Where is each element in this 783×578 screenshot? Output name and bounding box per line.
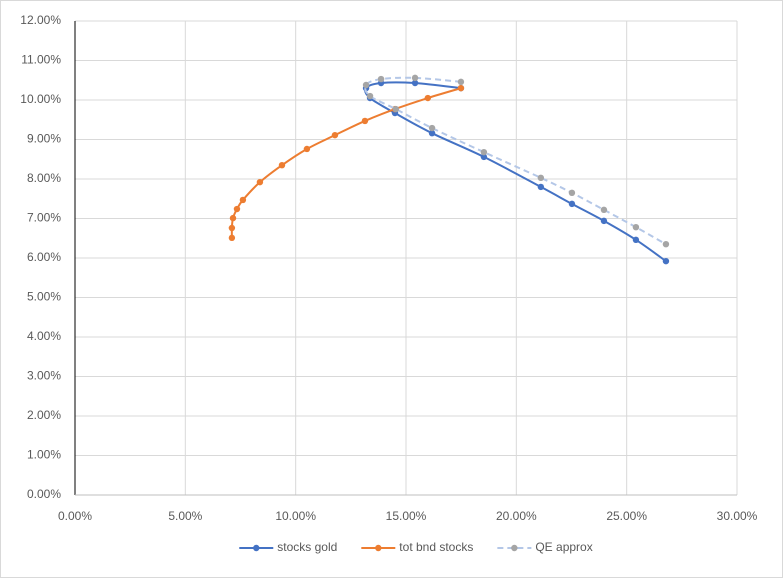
legend: stocks gold tot bnd stocks QE approx	[239, 540, 593, 554]
data-point	[457, 84, 465, 92]
y-tick-label: 12.00%	[20, 13, 61, 27]
data-point	[537, 183, 545, 191]
legend-label: tot bnd stocks	[399, 540, 473, 554]
data-point	[256, 178, 264, 186]
data-point	[278, 161, 286, 169]
data-point	[632, 236, 640, 244]
legend-swatch-marker	[511, 544, 518, 552]
data-point	[377, 75, 385, 83]
x-tick-label: 20.00%	[496, 509, 537, 523]
x-tick-label: 0.00%	[58, 509, 92, 523]
x-tick-label: 10.00%	[275, 509, 316, 523]
data-point	[632, 223, 640, 231]
legend-item: tot bnd stocks	[361, 540, 473, 554]
legend-label: stocks gold	[277, 540, 337, 554]
data-point	[361, 117, 369, 125]
data-point	[366, 92, 374, 100]
data-point	[428, 124, 436, 132]
y-tick-label: 3.00%	[27, 369, 61, 383]
x-tick-label: 25.00%	[606, 509, 647, 523]
data-point	[428, 129, 436, 137]
x-tick-label: 30.00%	[717, 509, 758, 523]
data-point	[537, 174, 545, 182]
data-point	[411, 79, 419, 87]
data-point	[331, 131, 339, 139]
data-point	[228, 234, 236, 242]
legend-label: QE approx	[535, 540, 592, 554]
data-point	[228, 224, 236, 232]
data-point	[600, 217, 608, 225]
legend-swatch-marker	[375, 544, 382, 552]
data-point	[233, 205, 241, 213]
data-point	[480, 153, 488, 161]
data-point	[600, 206, 608, 214]
y-tick-label: 7.00%	[27, 211, 61, 225]
y-tick-label: 11.00%	[21, 53, 61, 67]
x-tick-label: 15.00%	[386, 509, 427, 523]
y-tick-label: 9.00%	[27, 132, 61, 146]
legend-item: QE approx	[497, 540, 593, 554]
data-point	[392, 105, 400, 113]
y-tick-label: 10.00%	[20, 92, 61, 106]
data-point	[424, 94, 432, 102]
x-tick-label: 5.00%	[168, 509, 202, 523]
data-point	[303, 145, 311, 153]
data-point	[229, 214, 237, 222]
data-point	[568, 189, 576, 197]
y-tick-label: 4.00%	[27, 329, 61, 343]
data-point	[362, 81, 370, 89]
data-point	[662, 257, 670, 265]
data-point	[411, 74, 419, 82]
y-tick-label: 1.00%	[27, 448, 61, 462]
y-tick-label: 0.00%	[27, 487, 61, 501]
y-tick-label: 5.00%	[27, 290, 61, 304]
legend-swatch-marker	[253, 544, 260, 552]
y-tick-label: 6.00%	[27, 250, 61, 264]
legend-item: stocks gold	[239, 540, 337, 554]
data-point	[480, 148, 488, 156]
y-tick-label: 2.00%	[27, 408, 61, 422]
data-point	[457, 78, 465, 86]
data-point	[568, 200, 576, 208]
data-point	[239, 196, 247, 204]
y-tick-label: 8.00%	[27, 171, 61, 185]
data-point	[662, 240, 670, 248]
